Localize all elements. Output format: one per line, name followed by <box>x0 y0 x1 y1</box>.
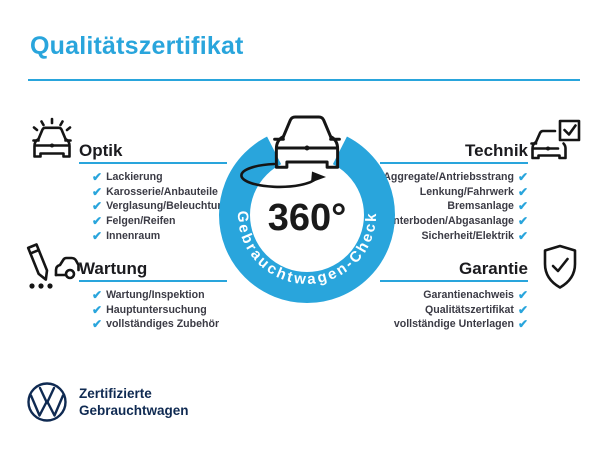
checklist-item-label: Verglasung/Beleuchtung <box>106 200 231 213</box>
page-title: Qualitätszertifikat <box>30 32 244 60</box>
wartung-underline <box>79 280 227 282</box>
checklist-item-label: Unterboden/Abgasanlage <box>385 215 514 228</box>
car-shine-icon <box>32 117 72 158</box>
360-check-ring: Gebrauchtwagen-Check 360° <box>219 113 395 303</box>
checklist-item: ✔ Felgen/Reifen <box>92 214 239 229</box>
footer-line1: Zertifizierte <box>79 386 152 401</box>
check-icon: ✔ <box>517 317 528 332</box>
check-icon: ✔ <box>92 184 103 199</box>
wartung-title: Wartung <box>79 259 148 278</box>
shield-check-icon <box>543 244 577 289</box>
footer-line2: Gebrauchtwagen <box>79 403 189 418</box>
checklist-item: Qualitätszertifikat ✔ <box>298 303 528 318</box>
service-checklist-icon <box>26 243 80 289</box>
car-front-icon <box>273 115 341 169</box>
garantie-title: Garantie <box>459 259 528 278</box>
checklist-item-label: Karosserie/Anbauteile <box>106 185 218 198</box>
technik-title: Technik <box>465 141 528 160</box>
check-icon: ✔ <box>92 228 103 243</box>
degree-label: 360° <box>268 197 347 239</box>
checklist-item-label: Sicherheit/Elektrik <box>421 229 514 242</box>
checklist-item: Unterboden/Abgasanlage ✔ <box>298 214 528 229</box>
checklist-item: ✔ Verglasung/Beleuchtung <box>92 199 239 214</box>
check-icon: ✔ <box>517 170 528 185</box>
checklist-item-label: Garantienachweis <box>423 289 514 302</box>
technik-section: Technik Aggregate/Antriebsstrang ✔ Lenku… <box>298 141 528 243</box>
check-icon: ✔ <box>92 214 103 229</box>
checklist-item: Lenkung/Fahrwerk ✔ <box>298 185 528 200</box>
checklist-item-label: Aggregate/Antriebsstrang <box>383 171 514 184</box>
vw-logo <box>27 382 67 422</box>
checklist-item-label: Wartung/Inspektion <box>106 289 205 302</box>
checklist-item-label: Qualitätszertifikat <box>425 303 514 316</box>
check-icon: ✔ <box>92 317 103 332</box>
checklist-item: Bremsanlage ✔ <box>298 199 528 214</box>
checklist-item: ✔ Wartung/Inspektion <box>92 288 239 303</box>
checklist-item-label: Bremsanlage <box>447 200 514 213</box>
check-icon: ✔ <box>517 199 528 214</box>
garantie-underline <box>380 280 528 282</box>
technik-underline <box>380 162 528 164</box>
check-icon: ✔ <box>92 199 103 214</box>
rotation-arrow-icon <box>240 162 326 189</box>
technik-checklist: Aggregate/Antriebsstrang ✔ Lenkung/Fahrw… <box>298 170 528 243</box>
checklist-item: ✔ Hauptuntersuchung <box>92 303 239 318</box>
check-icon: ✔ <box>517 184 528 199</box>
checklist-item-label: Lenkung/Fahrwerk <box>419 185 514 198</box>
optik-title: Optik <box>79 141 123 160</box>
checklist-item: Sicherheit/Elektrik ✔ <box>298 228 528 243</box>
garantie-checklist: Garantienachweis ✔ Qualitätszertifikat ✔… <box>298 288 528 332</box>
checklist-item-label: Lackierung <box>106 171 163 184</box>
checklist-item: ✔ vollständiges Zubehör <box>92 317 239 332</box>
wartung-section: Wartung ✔ Wartung/Inspektion ✔ Hauptunte… <box>79 259 239 332</box>
car-checkbox-icon <box>530 119 581 160</box>
optik-underline <box>79 162 227 164</box>
check-icon: ✔ <box>517 228 528 243</box>
garantie-section: Garantie Garantienachweis ✔ Qualitätszer… <box>298 259 528 332</box>
checklist-item: ✔ Karosserie/Anbauteile <box>92 185 239 200</box>
checklist-item: Aggregate/Antriebsstrang ✔ <box>298 170 528 185</box>
check-icon: ✔ <box>92 302 103 317</box>
checklist-item: vollständige Unterlagen ✔ <box>298 317 528 332</box>
checklist-item: ✔ Innenraum <box>92 228 239 243</box>
checklist-item: ✔ Lackierung <box>92 170 239 185</box>
check-icon: ✔ <box>517 302 528 317</box>
checklist-item-label: Felgen/Reifen <box>106 215 176 228</box>
checklist-item-label: Innenraum <box>106 229 161 242</box>
wartung-checklist: ✔ Wartung/Inspektion ✔ Hauptuntersuchung… <box>79 288 239 332</box>
optik-checklist: ✔ Lackierung ✔ Karosserie/Anbauteile ✔ V… <box>79 170 239 243</box>
checklist-item-label: vollständiges Zubehör <box>106 318 220 331</box>
footer-text: Zertifizierte Gebrauchtwagen <box>79 385 189 419</box>
checklist-item: Garantienachweis ✔ <box>298 288 528 303</box>
check-icon: ✔ <box>517 214 528 229</box>
check-icon: ✔ <box>517 288 528 303</box>
check-icon: ✔ <box>92 170 103 185</box>
title-divider <box>28 79 580 81</box>
optik-section: Optik ✔ Lackierung ✔ Karosserie/Anbautei… <box>79 141 239 243</box>
check-icon: ✔ <box>92 288 103 303</box>
checklist-item-label: Hauptuntersuchung <box>106 303 207 316</box>
checklist-item-label: vollständige Unterlagen <box>393 318 514 331</box>
footer-brand: Zertifizierte Gebrauchtwagen <box>27 382 189 422</box>
